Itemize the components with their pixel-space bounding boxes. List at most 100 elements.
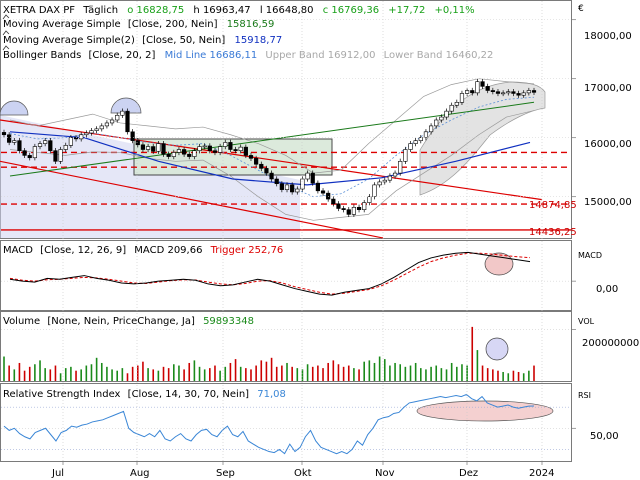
candle-body bbox=[434, 119, 439, 127]
rsi-series bbox=[1, 393, 576, 455]
macd-tick-label: 0,00 bbox=[596, 284, 618, 295]
candle-body bbox=[269, 172, 274, 180]
candle-body bbox=[109, 119, 115, 124]
bollinger-mid-line bbox=[9, 96, 535, 198]
candle-body bbox=[475, 81, 480, 94]
candle-body bbox=[181, 149, 187, 155]
legend-sma200-value: 15816,59 bbox=[227, 19, 275, 30]
channel-line bbox=[0, 160, 384, 239]
macd-legend: MACD [Close, 12, 26, 9] MACD 209,66 Trig… bbox=[3, 245, 283, 256]
candle-body bbox=[48, 140, 53, 151]
rsi-line bbox=[3, 393, 535, 455]
candle-body bbox=[418, 137, 423, 141]
macd-legend-trigger: Trigger 252,76 bbox=[210, 245, 284, 256]
bollinger-lower-band bbox=[9, 110, 535, 221]
macd-axis-title: MACD bbox=[578, 251, 602, 260]
volume-legend: Volume [None, Nein, PriceChange, Ja] 598… bbox=[3, 316, 254, 327]
candle-body bbox=[212, 150, 218, 153]
candle-body bbox=[63, 145, 68, 150]
candle-body bbox=[351, 207, 357, 215]
candle-body bbox=[166, 153, 171, 157]
candle-body bbox=[68, 137, 73, 146]
candle-body bbox=[284, 184, 290, 190]
legend-line-markers bbox=[2, 14, 10, 51]
legend-line-marker-1 bbox=[2, 14, 10, 20]
candle-body bbox=[449, 104, 454, 112]
candle-body bbox=[125, 110, 130, 133]
legend-close: c 16769,36 bbox=[323, 5, 379, 16]
price-level-labels: 14874,85 14436,25 bbox=[529, 200, 577, 238]
top-left-circle-marker bbox=[0, 100, 29, 116]
candle-body bbox=[248, 155, 254, 159]
candle-body bbox=[495, 91, 501, 94]
rsi-overbought-ellipse bbox=[416, 400, 554, 422]
candle-body bbox=[367, 196, 372, 203]
macd-peak-circle bbox=[484, 252, 514, 276]
candle-body bbox=[145, 146, 151, 150]
legend-change-pct: +0,11% bbox=[435, 5, 475, 16]
price-tick-label: 17000,00 bbox=[584, 83, 632, 94]
candle-body bbox=[346, 209, 351, 215]
candle-body bbox=[377, 181, 382, 186]
price-legend: XETRA DAX PF Täglich o 16828,75 h 16963,… bbox=[3, 5, 493, 61]
candle-body bbox=[254, 158, 259, 165]
candle-body bbox=[130, 131, 135, 141]
candle-body bbox=[156, 143, 161, 152]
candle-body bbox=[310, 172, 315, 184]
candle-body bbox=[382, 179, 387, 183]
candle-body bbox=[43, 140, 48, 144]
candle-body bbox=[362, 202, 367, 210]
macd-series bbox=[1, 251, 576, 296]
price-series bbox=[0, 78, 571, 239]
candle-body bbox=[233, 149, 238, 151]
legend-bollinger-upper: Upper Band 16912,00 bbox=[265, 50, 375, 61]
volume-series bbox=[1, 326, 576, 381]
candle-body bbox=[135, 140, 140, 146]
macd-legend-label: MACD bbox=[3, 245, 33, 256]
legend-sma200: Moving Average Simple [Close, 200, Nein]… bbox=[3, 19, 274, 30]
rsi-legend: Relative Strength Index [Close, 14, 30, … bbox=[3, 389, 286, 400]
price-level-label: 14874,85 bbox=[529, 200, 577, 211]
candle-body bbox=[94, 128, 99, 131]
candle-body bbox=[238, 146, 243, 151]
pane-frames bbox=[0, 0, 572, 462]
candle-body bbox=[17, 140, 22, 151]
legend-bollinger-label: Bollinger Bands bbox=[3, 50, 81, 61]
candle-body bbox=[264, 168, 269, 174]
candle-body bbox=[197, 146, 202, 151]
candle-body bbox=[115, 114, 120, 121]
candle-body bbox=[331, 198, 336, 205]
sma50-line bbox=[9, 131, 531, 186]
candle-body bbox=[32, 146, 37, 159]
downtrend-channel-shade bbox=[0, 115, 300, 238]
candle-body bbox=[526, 90, 531, 94]
candle-body bbox=[295, 188, 300, 193]
candle-body bbox=[490, 90, 495, 92]
legend-interval: Täglich bbox=[82, 5, 118, 16]
rsi-legend-value: 71,08 bbox=[257, 389, 286, 400]
legend-sma50-label: Moving Average Simple(2) bbox=[3, 35, 135, 46]
candle-body bbox=[207, 145, 212, 151]
rsi-tick-label: 50,00 bbox=[590, 431, 619, 442]
candle-body bbox=[423, 131, 429, 139]
candle-body bbox=[120, 110, 125, 116]
candle-body bbox=[320, 190, 326, 194]
candle-body bbox=[326, 192, 331, 200]
candle-body bbox=[398, 161, 403, 174]
volume-axis-title: VOL bbox=[578, 317, 595, 326]
volume-pane-frame bbox=[0, 311, 572, 382]
candle-body bbox=[89, 130, 94, 134]
legend-high: h 16963,47 bbox=[193, 5, 250, 16]
volume-tick-label: 200000000 bbox=[582, 338, 639, 349]
legend-bollinger-mid: Mid Line 16686,11 bbox=[165, 50, 258, 61]
candle-body bbox=[506, 91, 511, 94]
candle-body bbox=[223, 142, 228, 147]
price-tick-label: 15000,00 bbox=[584, 197, 632, 208]
candle-body bbox=[531, 90, 537, 93]
candle-body bbox=[12, 140, 17, 143]
legend-low: l 16648,80 bbox=[260, 5, 314, 16]
candle-body bbox=[58, 149, 63, 162]
x-tick-label: Sep bbox=[216, 468, 235, 479]
candle-body bbox=[218, 146, 223, 153]
candle-body bbox=[403, 149, 408, 162]
